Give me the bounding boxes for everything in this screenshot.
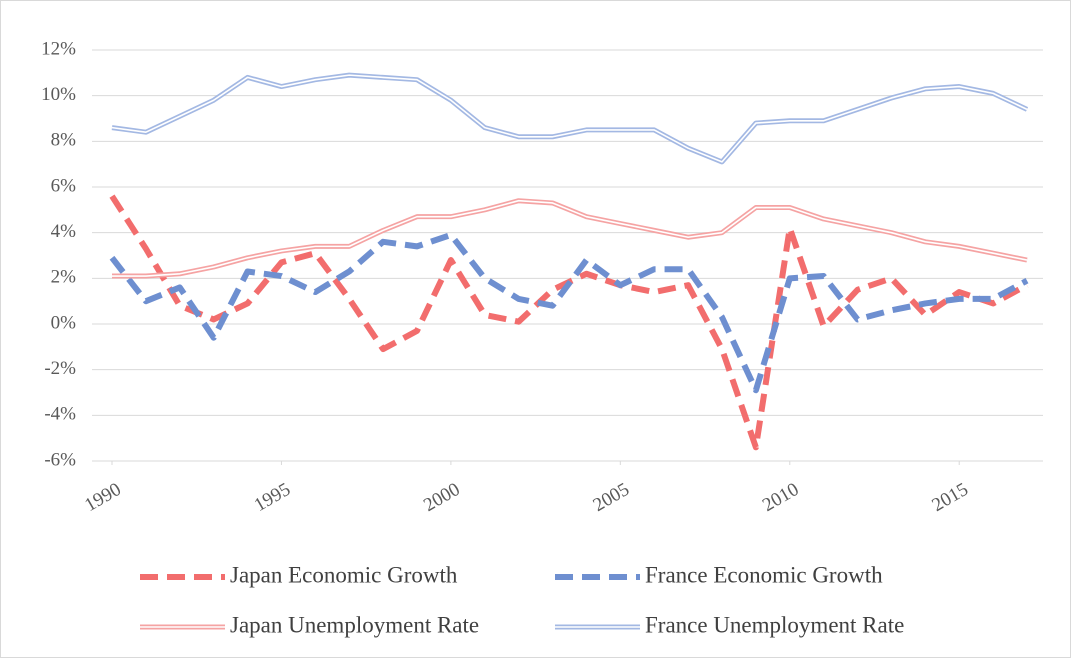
- legend-label: France Unemployment Rate: [645, 612, 904, 637]
- legend-label: Japan Economic Growth: [230, 562, 458, 587]
- legend-label: Japan Unemployment Rate: [230, 612, 479, 637]
- y-tick-label: 8%: [51, 130, 77, 151]
- y-tick-label: 12%: [41, 38, 76, 59]
- y-tick-label: 2%: [51, 267, 77, 288]
- line-inner: [111, 74, 1028, 163]
- y-tick-label: 4%: [51, 221, 77, 242]
- y-tick-label: 6%: [51, 175, 77, 196]
- y-tick-label: -2%: [44, 358, 76, 379]
- y-tick-label: 0%: [51, 312, 77, 333]
- y-tick-label: 10%: [41, 84, 76, 105]
- legend-label: France Economic Growth: [645, 562, 883, 587]
- y-tick-label: -6%: [44, 449, 76, 470]
- y-tick-label: -4%: [44, 404, 76, 425]
- line-inner: [112, 199, 1028, 277]
- line: [109, 231, 1029, 394]
